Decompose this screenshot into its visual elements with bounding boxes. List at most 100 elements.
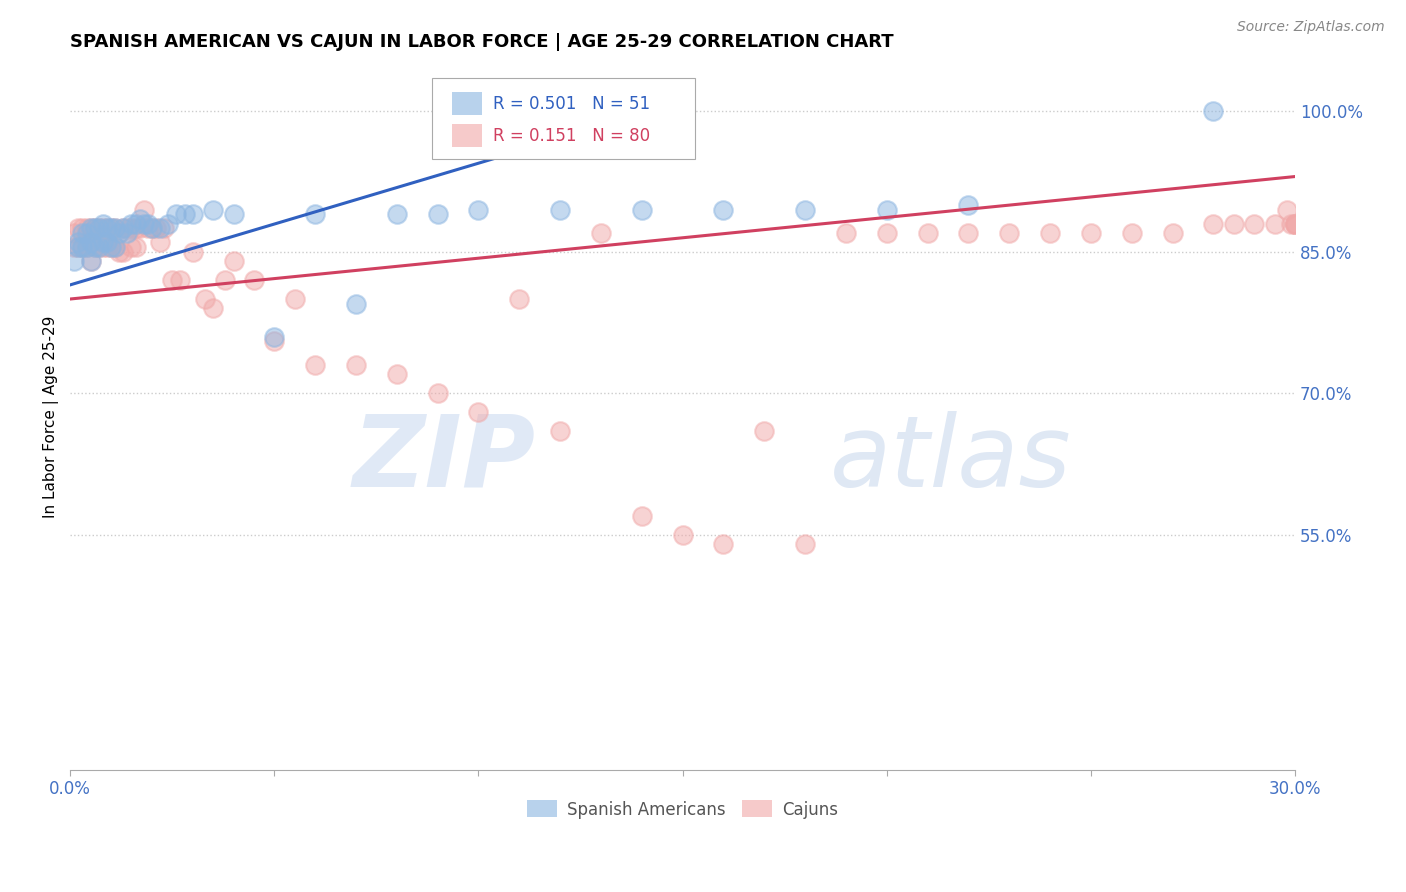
Point <box>100 240 122 254</box>
Point <box>67 235 90 250</box>
Point <box>124 240 146 254</box>
Point <box>108 226 131 240</box>
Point <box>124 217 146 231</box>
Point <box>91 235 114 250</box>
Point <box>149 221 172 235</box>
Point <box>67 240 90 254</box>
Text: ZIP: ZIP <box>353 410 536 508</box>
Point <box>1202 217 1225 231</box>
Point <box>117 226 139 240</box>
FancyBboxPatch shape <box>453 93 482 115</box>
Point <box>426 386 449 401</box>
Point <box>754 424 776 438</box>
Point <box>917 226 939 240</box>
Point <box>589 226 612 240</box>
Point <box>1284 217 1306 231</box>
Point <box>222 254 245 268</box>
Point <box>630 202 652 217</box>
Point <box>72 240 94 254</box>
Point <box>83 221 105 235</box>
Point <box>87 221 110 235</box>
Point <box>128 211 150 226</box>
Point <box>132 202 155 217</box>
Point <box>263 334 285 349</box>
Point <box>169 273 191 287</box>
Point <box>141 221 163 235</box>
Point <box>100 240 122 254</box>
Point <box>173 207 195 221</box>
Point <box>91 217 114 231</box>
Point <box>79 221 101 235</box>
Point <box>100 221 122 235</box>
FancyBboxPatch shape <box>432 78 695 159</box>
Point <box>835 226 858 240</box>
Point <box>284 292 307 306</box>
Text: SPANISH AMERICAN VS CAJUN IN LABOR FORCE | AGE 25-29 CORRELATION CHART: SPANISH AMERICAN VS CAJUN IN LABOR FORCE… <box>70 33 894 51</box>
Point <box>108 226 131 240</box>
Point <box>96 221 118 235</box>
Point <box>79 254 101 268</box>
Point <box>117 221 139 235</box>
Point <box>108 244 131 259</box>
Point <box>1121 226 1143 240</box>
Point <box>508 292 530 306</box>
Point <box>713 202 735 217</box>
Point <box>121 217 143 231</box>
Point <box>713 537 735 551</box>
Point <box>83 221 105 235</box>
Point <box>304 207 326 221</box>
Point <box>998 226 1021 240</box>
Point <box>957 198 980 212</box>
Point <box>1202 103 1225 118</box>
Point <box>202 202 225 217</box>
Point <box>79 235 101 250</box>
Point <box>672 527 695 541</box>
Point <box>214 273 236 287</box>
Point <box>79 235 101 250</box>
Point <box>548 424 571 438</box>
Point <box>63 240 86 254</box>
Point <box>104 240 127 254</box>
Point <box>124 221 146 235</box>
Point <box>426 207 449 221</box>
Point <box>72 240 94 254</box>
Text: R = 0.501   N = 51: R = 0.501 N = 51 <box>492 95 650 112</box>
Point <box>194 292 217 306</box>
Point <box>76 221 98 235</box>
Point <box>96 235 118 250</box>
Point <box>91 240 114 254</box>
Point <box>104 221 127 235</box>
Point <box>1264 217 1286 231</box>
Point <box>104 240 127 254</box>
Point <box>181 244 204 259</box>
Point <box>72 221 94 235</box>
Point <box>1284 217 1306 231</box>
Y-axis label: In Labor Force | Age 25-29: In Labor Force | Age 25-29 <box>44 316 59 518</box>
Point <box>385 368 408 382</box>
Point <box>794 537 817 551</box>
Point <box>181 207 204 221</box>
Text: Source: ZipAtlas.com: Source: ZipAtlas.com <box>1237 20 1385 34</box>
Point <box>83 240 105 254</box>
Point <box>91 221 114 235</box>
Point <box>385 207 408 221</box>
Point <box>72 226 94 240</box>
Point <box>149 235 172 250</box>
Point <box>76 226 98 240</box>
Point <box>76 240 98 254</box>
Point <box>128 221 150 235</box>
Point <box>876 202 898 217</box>
Point <box>121 221 143 235</box>
Point <box>132 217 155 231</box>
Point <box>87 221 110 235</box>
Point <box>794 202 817 217</box>
Point <box>87 240 110 254</box>
Point <box>957 226 980 240</box>
Point <box>153 221 176 235</box>
Point <box>96 240 118 254</box>
Point <box>112 244 135 259</box>
Point <box>548 202 571 217</box>
Point <box>202 301 225 316</box>
Point <box>96 221 118 235</box>
Point <box>344 296 367 310</box>
